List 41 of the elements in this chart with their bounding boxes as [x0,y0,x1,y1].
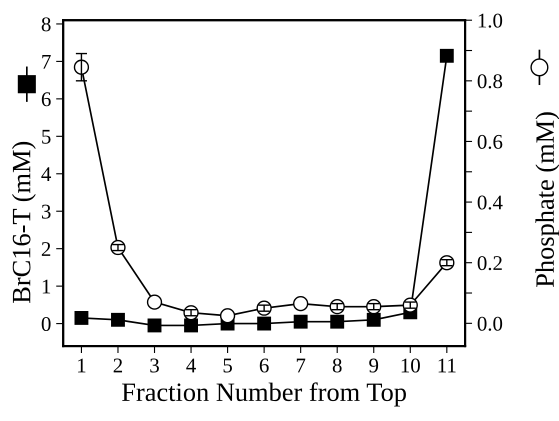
y2-tick-label: 0.6 [478,134,502,149]
point [220,308,236,324]
x-tick-label: 4 [186,358,196,372]
point [257,316,272,331]
y2-tick-label: 1.0 [478,14,502,28]
point [184,318,198,332]
point [330,314,344,329]
point [146,294,162,310]
point [293,296,308,312]
y-tick-label: 2 [42,242,50,256]
y2-axis-title: Phosphate (mM) [535,112,559,287]
point [74,311,88,325]
x-tick-label: 9 [369,358,378,373]
x-tick-label: 3 [150,358,159,373]
y-tick-label: 5 [42,130,51,144]
y-axis-title: BrC16-T (mM) [12,142,36,303]
y-tick-label: 6 [42,92,51,106]
y-tick-label: 8 [42,17,51,32]
x-tick-label: 10 [402,358,420,373]
y2-tick-label: 0.4 [478,195,503,210]
point [148,318,162,332]
y-tick-label: 0 [42,316,51,332]
x-tick-label: 1 [78,358,86,372]
y-tick-label: 4 [41,167,52,181]
y2-tick-label: 0.2 [478,256,502,270]
y-tick-label: 7 [42,54,51,69]
point [294,314,308,329]
x-tick-label: 8 [332,358,342,373]
x-tick-label: 2 [114,358,122,372]
x-tick-label: 5 [224,358,232,373]
y-tick-label: 1 [42,280,50,294]
y-tick-label: 3 [42,204,51,219]
y2-tick-label: 0.0 [478,316,502,331]
point [111,312,125,327]
y2-tick-label: 0.8 [478,74,502,88]
point [440,48,454,63]
x-tick-label: 6 [260,358,269,373]
x-tick-label: 7 [296,358,306,372]
x-axis-title: Fraction Number from Top [122,382,406,407]
x-tick-label: 11 [438,358,456,372]
point [366,312,381,327]
